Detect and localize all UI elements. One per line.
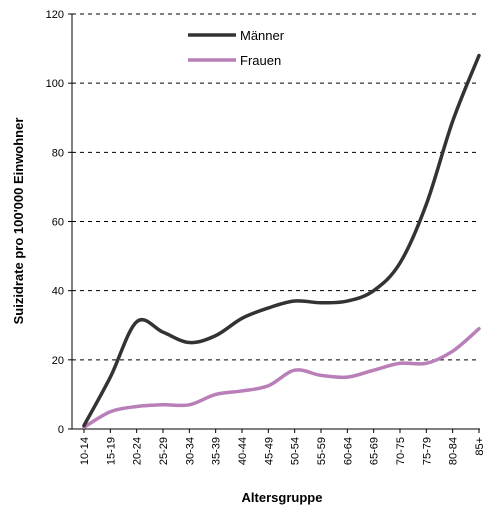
x-tick-label: 70-75 [395, 437, 407, 465]
x-tick-label: 45-49 [263, 437, 275, 465]
y-tick-label: 40 [52, 286, 64, 298]
y-tick-label: 100 [46, 78, 64, 90]
x-tick-label: 60-64 [342, 437, 354, 465]
x-tick-label: 65-69 [369, 437, 381, 465]
y-tick-label: 20 [52, 355, 64, 367]
series-line-männer [82, 53, 481, 428]
y-tick-label: 120 [46, 9, 64, 21]
y-tick-label: 0 [58, 424, 64, 436]
x-tick-label: 15-19 [105, 437, 117, 465]
x-axis-title: Altersgruppe [242, 490, 323, 505]
series-lines [82, 53, 481, 430]
x-tick-label: 25-29 [158, 437, 170, 465]
legend-label: Frauen [240, 53, 281, 68]
legend-label: Männer [240, 28, 285, 43]
y-axis-ticks: 0 20 40 60 80 100 120 [46, 9, 72, 436]
x-tick-label: 10-14 [79, 437, 91, 465]
y-axis-title: Suizidrate pro 100'000 Einwohner [11, 118, 26, 325]
x-axis-ticks: 10-14 15-19 20-24 25-29 30-34 35-39 40-44 45-49… [79, 429, 486, 465]
y-tick-label: 80 [52, 147, 64, 159]
series-line-frauen [82, 326, 481, 430]
gridlines [72, 13, 480, 361]
x-tick-label: 75-79 [421, 437, 433, 465]
legend: Männer Frauen [188, 28, 285, 68]
x-tick-label: 80-84 [448, 437, 460, 465]
x-tick-label: 20-24 [132, 437, 144, 465]
y-tick-label: 60 [52, 217, 64, 229]
x-tick-label: 50-54 [290, 437, 302, 465]
x-tick-label: 35-39 [211, 437, 223, 465]
x-tick-label: 85+ [474, 437, 486, 456]
x-tick-label: 30-34 [184, 437, 196, 465]
x-tick-label: 55-59 [316, 437, 328, 465]
x-tick-label: 40-44 [237, 437, 249, 465]
axes [71, 14, 480, 430]
